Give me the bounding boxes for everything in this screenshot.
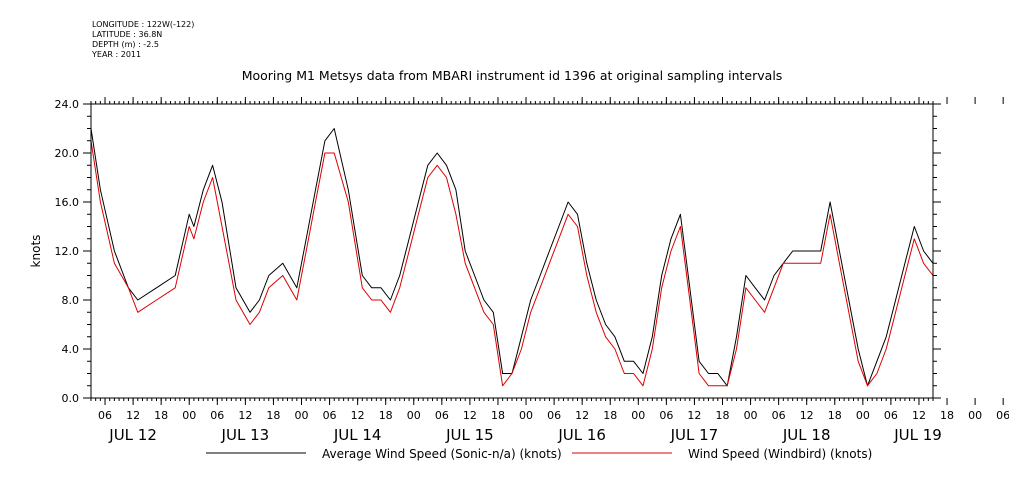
x-tick-label: 18 (379, 409, 393, 422)
x-day-label: JUL 15 (445, 426, 494, 444)
x-tick-label: 18 (603, 409, 617, 422)
x-tick-label: 00 (856, 409, 870, 422)
meta-depth: DEPTH (m) : -2.5 (92, 40, 159, 49)
x-tick-label: 00 (631, 409, 645, 422)
y-tick-label: 24.0 (55, 98, 80, 111)
x-day-label: JUL 17 (670, 426, 719, 444)
x-tick-label: 00 (295, 409, 309, 422)
x-day-label: JUL 19 (893, 426, 942, 444)
legend: Average Wind Speed (Sonic-n/a) (knots) W… (206, 447, 872, 461)
axes: 0.0 4.0 8.0 12.0 16.0 20.0 24.0 06 12 18 00 06 12 18 0… (55, 97, 1009, 444)
chart-title: Mooring M1 Metsys data from MBARI instru… (242, 68, 783, 83)
x-tick-label: 18 (154, 409, 168, 422)
y-tick-label: 8.0 (62, 294, 80, 307)
x-tick-label: 06 (996, 409, 1009, 422)
x-tick-label: 06 (884, 409, 898, 422)
y-tick-label: 20.0 (55, 147, 80, 160)
meta-year: YEAR : 2011 (92, 50, 142, 59)
x-tick-label: 12 (126, 409, 140, 422)
series-line-windbird (90, 140, 934, 387)
y-tick-label: 0.0 (62, 392, 80, 405)
x-tick-label: 18 (940, 409, 954, 422)
x-tick-label: 12 (912, 409, 926, 422)
y-axis-label: knots (29, 235, 43, 268)
x-day-label: JUL 13 (221, 426, 270, 444)
x-tick-label: 00 (519, 409, 533, 422)
x-tick-label: 12 (800, 409, 814, 422)
x-tick-label: 06 (98, 409, 112, 422)
x-tick-label: 12 (351, 409, 365, 422)
x-tick-label: 06 (435, 409, 449, 422)
x-day-label: JUL 16 (557, 426, 606, 444)
x-tick-label: 06 (772, 409, 786, 422)
plot-lines (90, 128, 934, 387)
x-tick-label: 06 (210, 409, 224, 422)
x-tick-label: 12 (687, 409, 701, 422)
x-tick-label: 00 (744, 409, 758, 422)
x-tick-label: 00 (407, 409, 421, 422)
x-tick-label: 18 (828, 409, 842, 422)
x-tick-label: 18 (716, 409, 730, 422)
x-day-label: JUL 12 (108, 426, 157, 444)
x-tick-label: 06 (323, 409, 337, 422)
y-tick-label: 4.0 (62, 343, 80, 356)
series-line-sonic (90, 128, 934, 387)
x-tick-label: 18 (266, 409, 280, 422)
y-tick-label: 16.0 (55, 196, 80, 209)
x-tick-label: 00 (182, 409, 196, 422)
x-tick-label: 06 (547, 409, 561, 422)
x-day-label: JUL 14 (333, 426, 382, 444)
meta-latitude: LATITUDE : 36.8N (92, 30, 163, 39)
y-tick-label: 12.0 (55, 245, 80, 258)
x-tick-label: 12 (238, 409, 252, 422)
x-tick-label: 00 (968, 409, 982, 422)
x-day-label: JUL 18 (782, 426, 831, 444)
meta-longitude: LONGITUDE : 122W(-122) (92, 20, 195, 29)
x-tick-label: 06 (659, 409, 673, 422)
x-tick-label: 12 (463, 409, 477, 422)
legend-label-windbird: Wind Speed (Windbird) (knots) (688, 447, 872, 461)
x-tick-label: 12 (575, 409, 589, 422)
legend-label-sonic: Average Wind Speed (Sonic-n/a) (knots) (322, 447, 562, 461)
x-tick-label: 18 (491, 409, 505, 422)
